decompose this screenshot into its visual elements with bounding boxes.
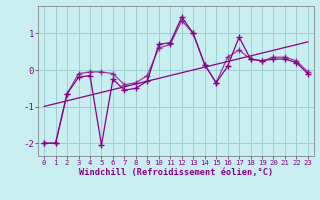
X-axis label: Windchill (Refroidissement éolien,°C): Windchill (Refroidissement éolien,°C) <box>79 168 273 177</box>
